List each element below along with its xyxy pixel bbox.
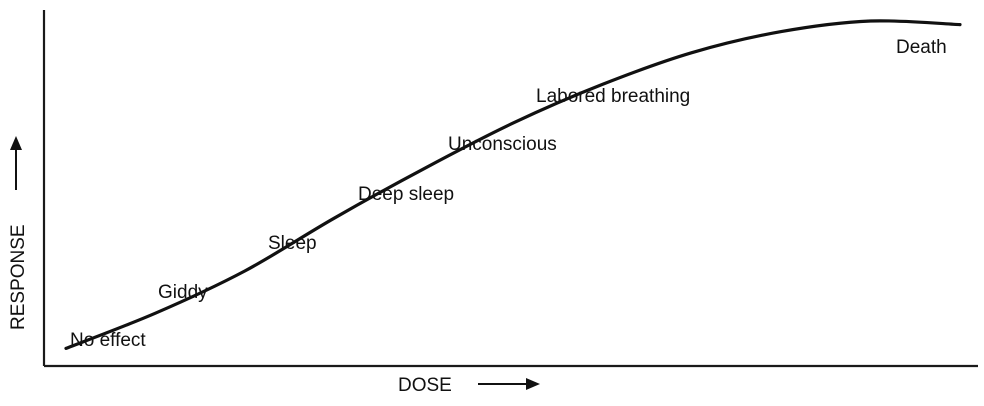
annotation-labored-breathing: Labored breathing xyxy=(536,86,690,107)
annotation-death: Death xyxy=(896,37,947,58)
response-curve xyxy=(64,19,962,350)
x-axis-arrow-head xyxy=(526,378,540,390)
y-axis-label: RESPONSE xyxy=(8,224,29,330)
annotation-deep-sleep: Deep sleep xyxy=(358,184,454,205)
annotation-unconscious: Unconscious xyxy=(448,134,557,155)
annotation-sleep: Sleep xyxy=(268,233,317,254)
y-axis-arrow-head xyxy=(10,136,22,150)
x-axis-label: DOSE xyxy=(398,375,452,396)
annotation-giddy: Giddy xyxy=(158,282,208,303)
annotation-no-effect: No effect xyxy=(70,330,146,351)
